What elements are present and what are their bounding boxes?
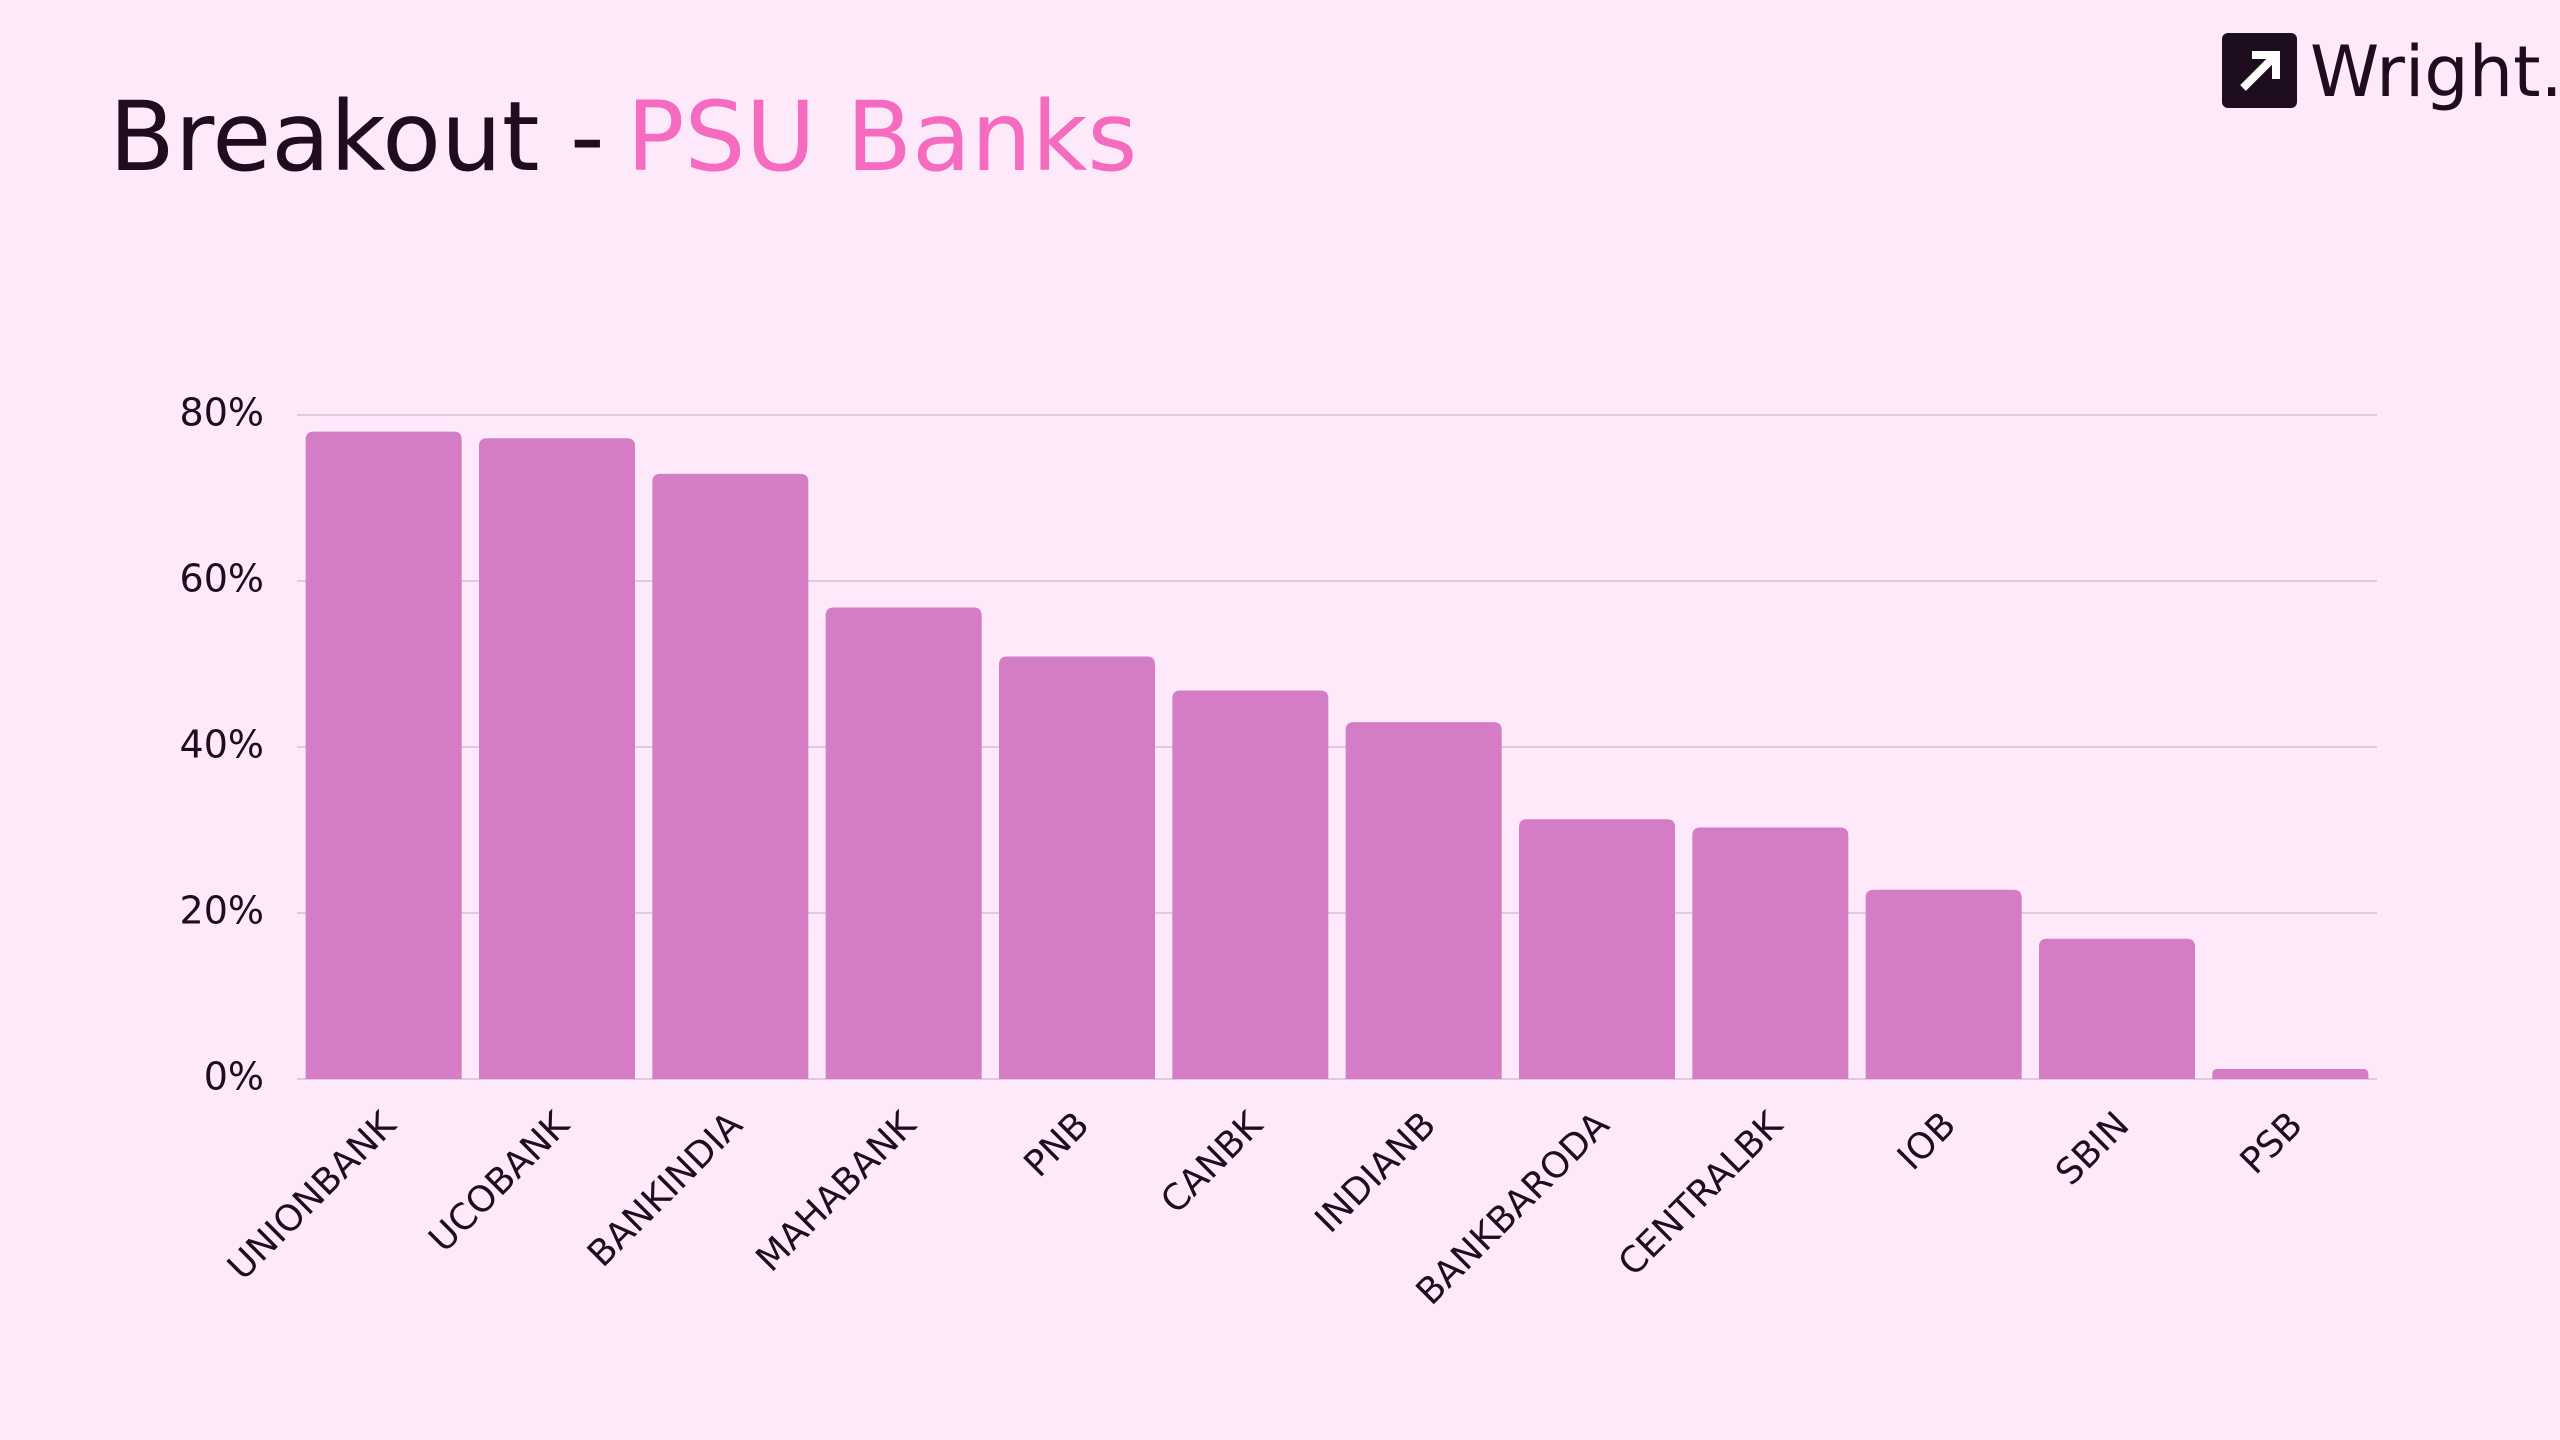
x-tick-label: CENTRALBK [1611,1103,1792,1284]
y-tick-label: 0% [204,1055,264,1099]
y-tick-label: 20% [180,889,264,933]
x-tick-label: SBIN [2048,1104,2137,1193]
bar [2212,1069,2369,1079]
x-tick-label: PSB [2233,1104,2311,1182]
bar [999,656,1155,1079]
bar [1519,819,1675,1079]
brand-name: Wright. [2310,31,2560,113]
x-tick-label: IOB [1890,1104,1964,1178]
brand-logo: Wright. [2222,31,2560,113]
x-tick-label: CANBK [1153,1103,1271,1221]
x-tick-label: UNIONBANK [220,1103,405,1288]
y-tick-label: 60% [180,557,264,601]
bar [1865,889,2022,1079]
title-highlight: PSU Banks [627,81,1138,193]
bar [1692,827,1849,1079]
bar [2039,938,2195,1079]
y-tick-label: 40% [180,723,264,767]
title-main: Breakout - [109,81,605,193]
bar [305,431,462,1080]
chart-title: Breakout - PSU Banks [109,81,1137,193]
y-tick-label: 80% [180,391,264,435]
bar [1345,722,1502,1079]
x-tick-label: PNB [1017,1104,1098,1185]
x-tick-label: MAHABANK [748,1103,925,1280]
bar [825,607,982,1079]
bar [479,438,635,1079]
x-tick-label: UCOBANK [421,1103,578,1260]
bar [1172,690,1329,1079]
logo-arrow [2240,51,2280,91]
x-tick-label: BANKINDIA [580,1104,751,1275]
x-tick-label: INDIANB [1307,1104,1444,1241]
bar [652,473,809,1079]
